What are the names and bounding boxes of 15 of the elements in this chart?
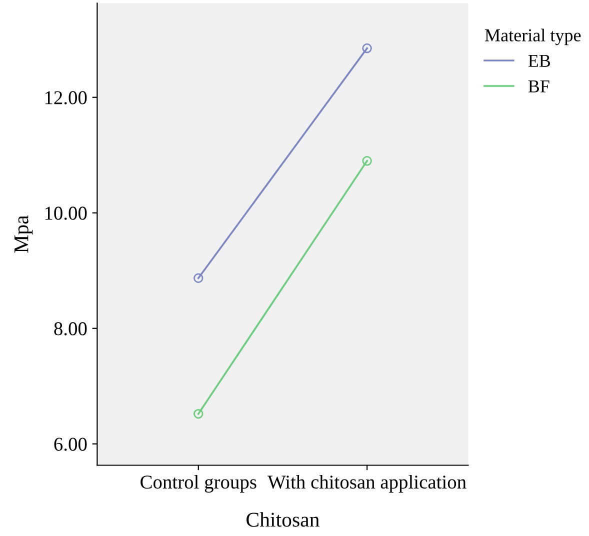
x-axis-title: Chitosan <box>246 512 320 527</box>
legend-label: EB <box>528 54 550 67</box>
point <box>194 408 204 419</box>
legend-title: Material type <box>485 28 581 46</box>
y-tick-label: 6.00 <box>54 438 87 451</box>
x-tick-label: Control groups <box>140 474 256 493</box>
point <box>362 156 372 166</box>
legend-label: BF <box>528 80 550 92</box>
y-tick-label: 10.00 <box>45 206 87 220</box>
y-axis-title: Mpa <box>14 215 33 253</box>
y-tick-label: 8.00 <box>54 322 87 336</box>
x-tick-label: With chitosan application <box>268 474 466 493</box>
y-tick-label: 12.00 <box>45 91 87 104</box>
point <box>194 273 204 283</box>
point <box>362 43 372 54</box>
